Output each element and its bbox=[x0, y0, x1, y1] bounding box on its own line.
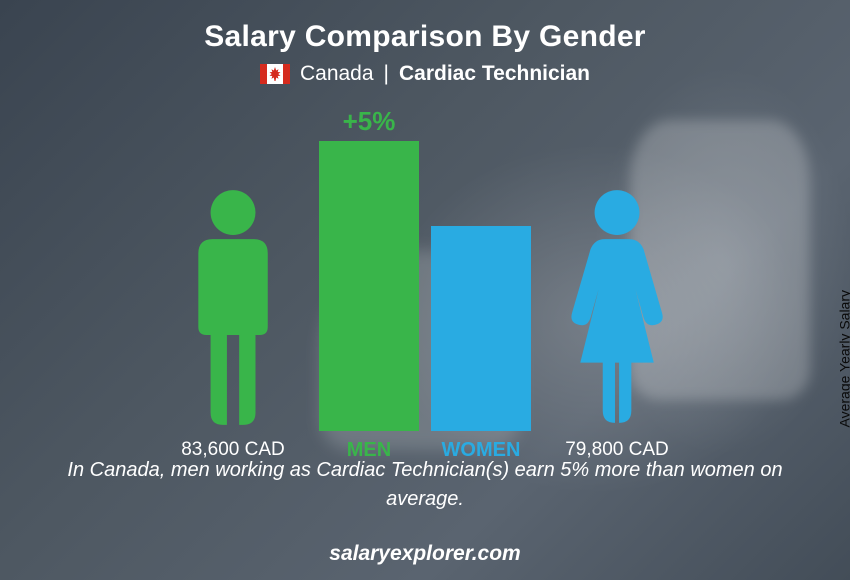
subtitle-country: Canada bbox=[300, 62, 374, 86]
female-bar-rect bbox=[431, 226, 531, 431]
male-bar-rect bbox=[319, 141, 419, 431]
pct-diff-label: +5% bbox=[319, 106, 419, 137]
female-bar bbox=[431, 226, 531, 431]
bars-row: +5% bbox=[65, 111, 785, 431]
male-person-icon bbox=[182, 186, 284, 431]
page-title: Salary Comparison By Gender bbox=[0, 0, 850, 54]
subtitle-row: Canada | Cardiac Technician bbox=[0, 62, 850, 86]
infographic-content: Salary Comparison By Gender Canada | Car… bbox=[0, 0, 850, 580]
chart-area: +5% 83,600 CAD MEN WOMEN 79,800 CAD bbox=[65, 105, 785, 465]
male-bar: +5% bbox=[319, 141, 419, 431]
subtitle-sep: | bbox=[384, 62, 389, 86]
y-axis-label: Average Yearly Salary bbox=[836, 290, 850, 428]
footer-source: salaryexplorer.com bbox=[0, 542, 850, 566]
subtitle-role: Cardiac Technician bbox=[399, 62, 590, 86]
summary-text: In Canada, men working as Cardiac Techni… bbox=[0, 456, 850, 514]
female-figure bbox=[537, 186, 697, 431]
female-person-icon bbox=[566, 186, 668, 431]
canada-flag-icon bbox=[260, 64, 290, 84]
male-figure bbox=[153, 186, 313, 431]
